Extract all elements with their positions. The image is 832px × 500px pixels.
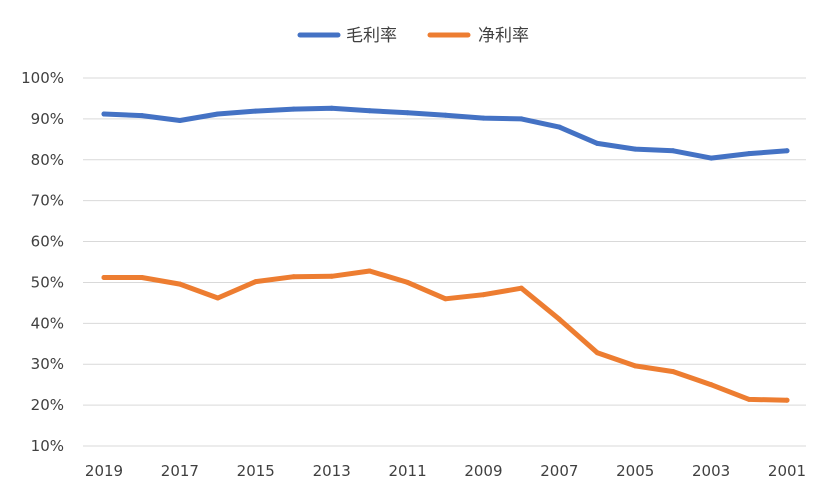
- x-tick-label: 2009: [464, 462, 502, 480]
- data-point: [670, 148, 676, 154]
- data-point: [670, 369, 676, 375]
- data-point: [177, 281, 183, 287]
- y-tick-label: 40%: [31, 314, 64, 332]
- x-tick-label: 2015: [237, 462, 275, 480]
- data-point: [405, 110, 411, 116]
- data-point: [480, 292, 486, 298]
- data-point: [291, 274, 297, 280]
- data-point: [329, 273, 335, 279]
- data-point: [367, 108, 373, 114]
- legend-label: 净利率: [478, 26, 529, 46]
- data-point: [101, 111, 107, 117]
- data-point: [518, 285, 524, 291]
- data-point: [632, 146, 638, 152]
- y-tick-label: 10%: [31, 437, 64, 455]
- data-point: [215, 295, 221, 301]
- data-point: [784, 148, 790, 154]
- y-tick-label: 50%: [31, 273, 64, 291]
- data-point: [556, 316, 562, 322]
- data-point: [746, 151, 752, 157]
- data-point: [784, 397, 790, 403]
- x-axis: 2019 2017 2015 2013 2011 2009 2007 2005 2003 2001: [85, 462, 806, 480]
- data-point: [177, 118, 183, 124]
- data-point: [405, 279, 411, 285]
- x-tick-label: 2001: [768, 462, 806, 480]
- data-point: [253, 279, 259, 285]
- y-axis: 10% 20% 30% 40% 50% 60% 70% 80% 90% 100%: [21, 69, 64, 455]
- data-point: [443, 112, 448, 118]
- series-layer: [101, 105, 790, 403]
- data-point: [253, 108, 259, 114]
- y-tick-label: 80%: [31, 151, 64, 169]
- data-point: [708, 155, 714, 161]
- data-point: [746, 396, 752, 402]
- data-point: [708, 382, 714, 388]
- x-tick-label: 2003: [692, 462, 730, 480]
- data-point: [329, 105, 335, 111]
- y-tick-label: 70%: [31, 192, 64, 210]
- data-point: [632, 363, 638, 369]
- series-1: [101, 105, 790, 161]
- data-point: [594, 350, 600, 356]
- data-point: [480, 115, 486, 121]
- y-tick-label: 90%: [31, 110, 64, 128]
- series-2: [101, 268, 790, 403]
- x-tick-label: 2013: [313, 462, 351, 480]
- y-tick-label: 20%: [31, 396, 64, 414]
- data-point: [518, 116, 524, 122]
- data-point: [101, 275, 107, 281]
- gridlines: [83, 77, 806, 447]
- x-tick-label: 2017: [161, 462, 199, 480]
- y-tick-label: 60%: [31, 233, 64, 251]
- y-tick-label: 100%: [21, 69, 64, 87]
- legend-label: 毛利率: [346, 26, 397, 46]
- y-tick-label: 30%: [31, 355, 64, 373]
- data-point: [215, 111, 221, 117]
- data-point: [594, 140, 600, 146]
- x-tick-label: 2011: [388, 462, 426, 480]
- data-point: [291, 106, 297, 112]
- x-tick-label: 2019: [85, 462, 123, 480]
- series-line: [101, 268, 790, 403]
- data-point: [367, 268, 373, 274]
- data-point: [556, 124, 562, 130]
- x-tick-label: 2005: [616, 462, 654, 480]
- data-point: [139, 113, 145, 119]
- data-point: [443, 296, 448, 302]
- x-tick-label: 2007: [540, 462, 578, 480]
- data-point: [139, 275, 145, 281]
- legend: 毛利率 净利率: [297, 26, 529, 46]
